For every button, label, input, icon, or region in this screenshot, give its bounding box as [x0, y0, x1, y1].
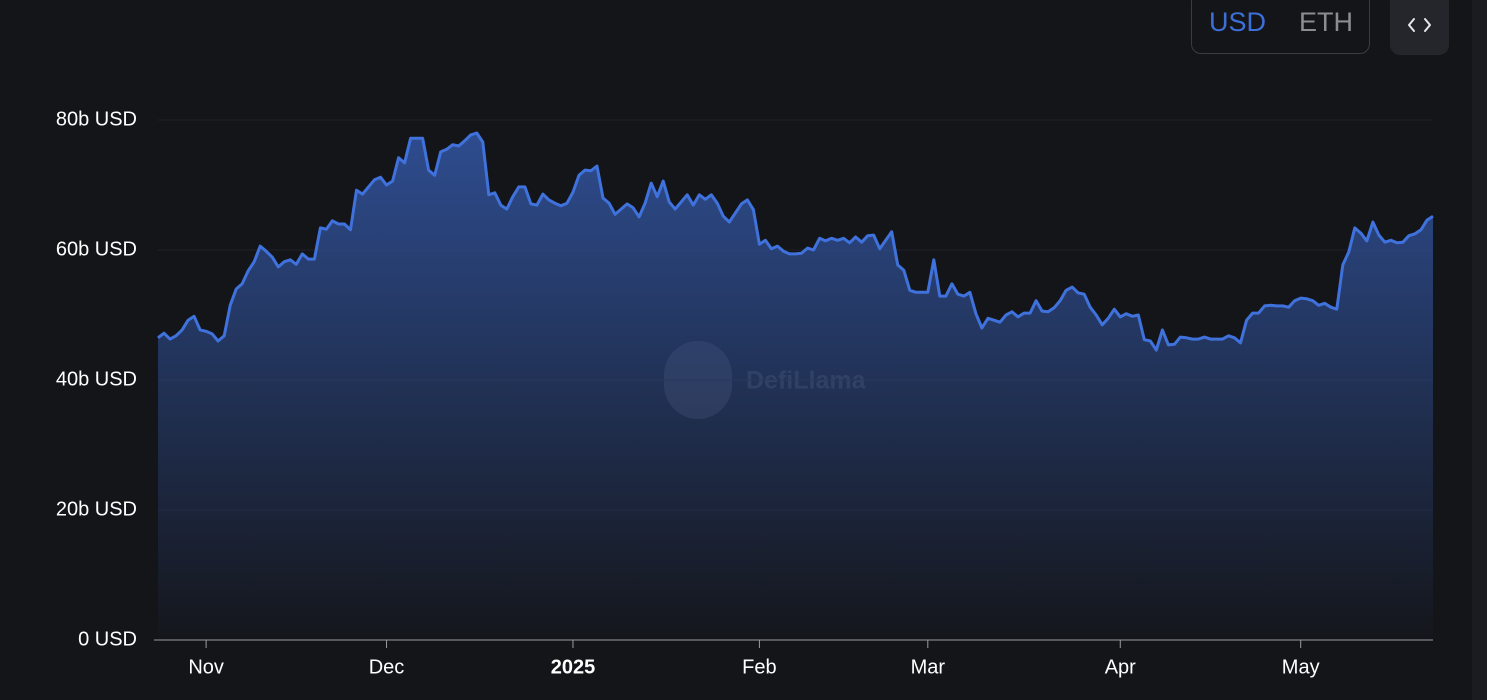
currency-toggle: USD ETH — [1191, 0, 1370, 54]
toggle-option[interactable]: USD — [1209, 7, 1267, 37]
embed-button[interactable] — [1390, 0, 1449, 55]
toggle-option[interactable]: ETH — [1299, 7, 1353, 37]
area-fill — [158, 133, 1433, 640]
y-tick-label: 60b USD — [56, 238, 137, 260]
x-tick-label: 2025 — [551, 656, 596, 678]
y-tick-label: 80b USD — [56, 108, 137, 130]
scrollbar-track — [1472, 0, 1487, 700]
x-tick-label: Apr — [1105, 656, 1136, 678]
x-tick-label: Mar — [911, 656, 946, 678]
y-tick-label: 40b USD — [56, 368, 137, 390]
x-tick-label: Nov — [188, 656, 224, 678]
y-tick-label: 0 USD — [78, 628, 137, 650]
x-tick-label: Dec — [369, 656, 405, 678]
watermark: DefiLlama — [664, 341, 867, 419]
y-tick-label: 20b USD — [56, 498, 137, 520]
line — [157, 131, 1434, 352]
watermark-text: DefiLlama — [746, 367, 867, 395]
embed-icon — [1408, 18, 1431, 32]
x-tick-label: May — [1282, 656, 1320, 678]
x-tick-label: Feb — [742, 656, 776, 678]
